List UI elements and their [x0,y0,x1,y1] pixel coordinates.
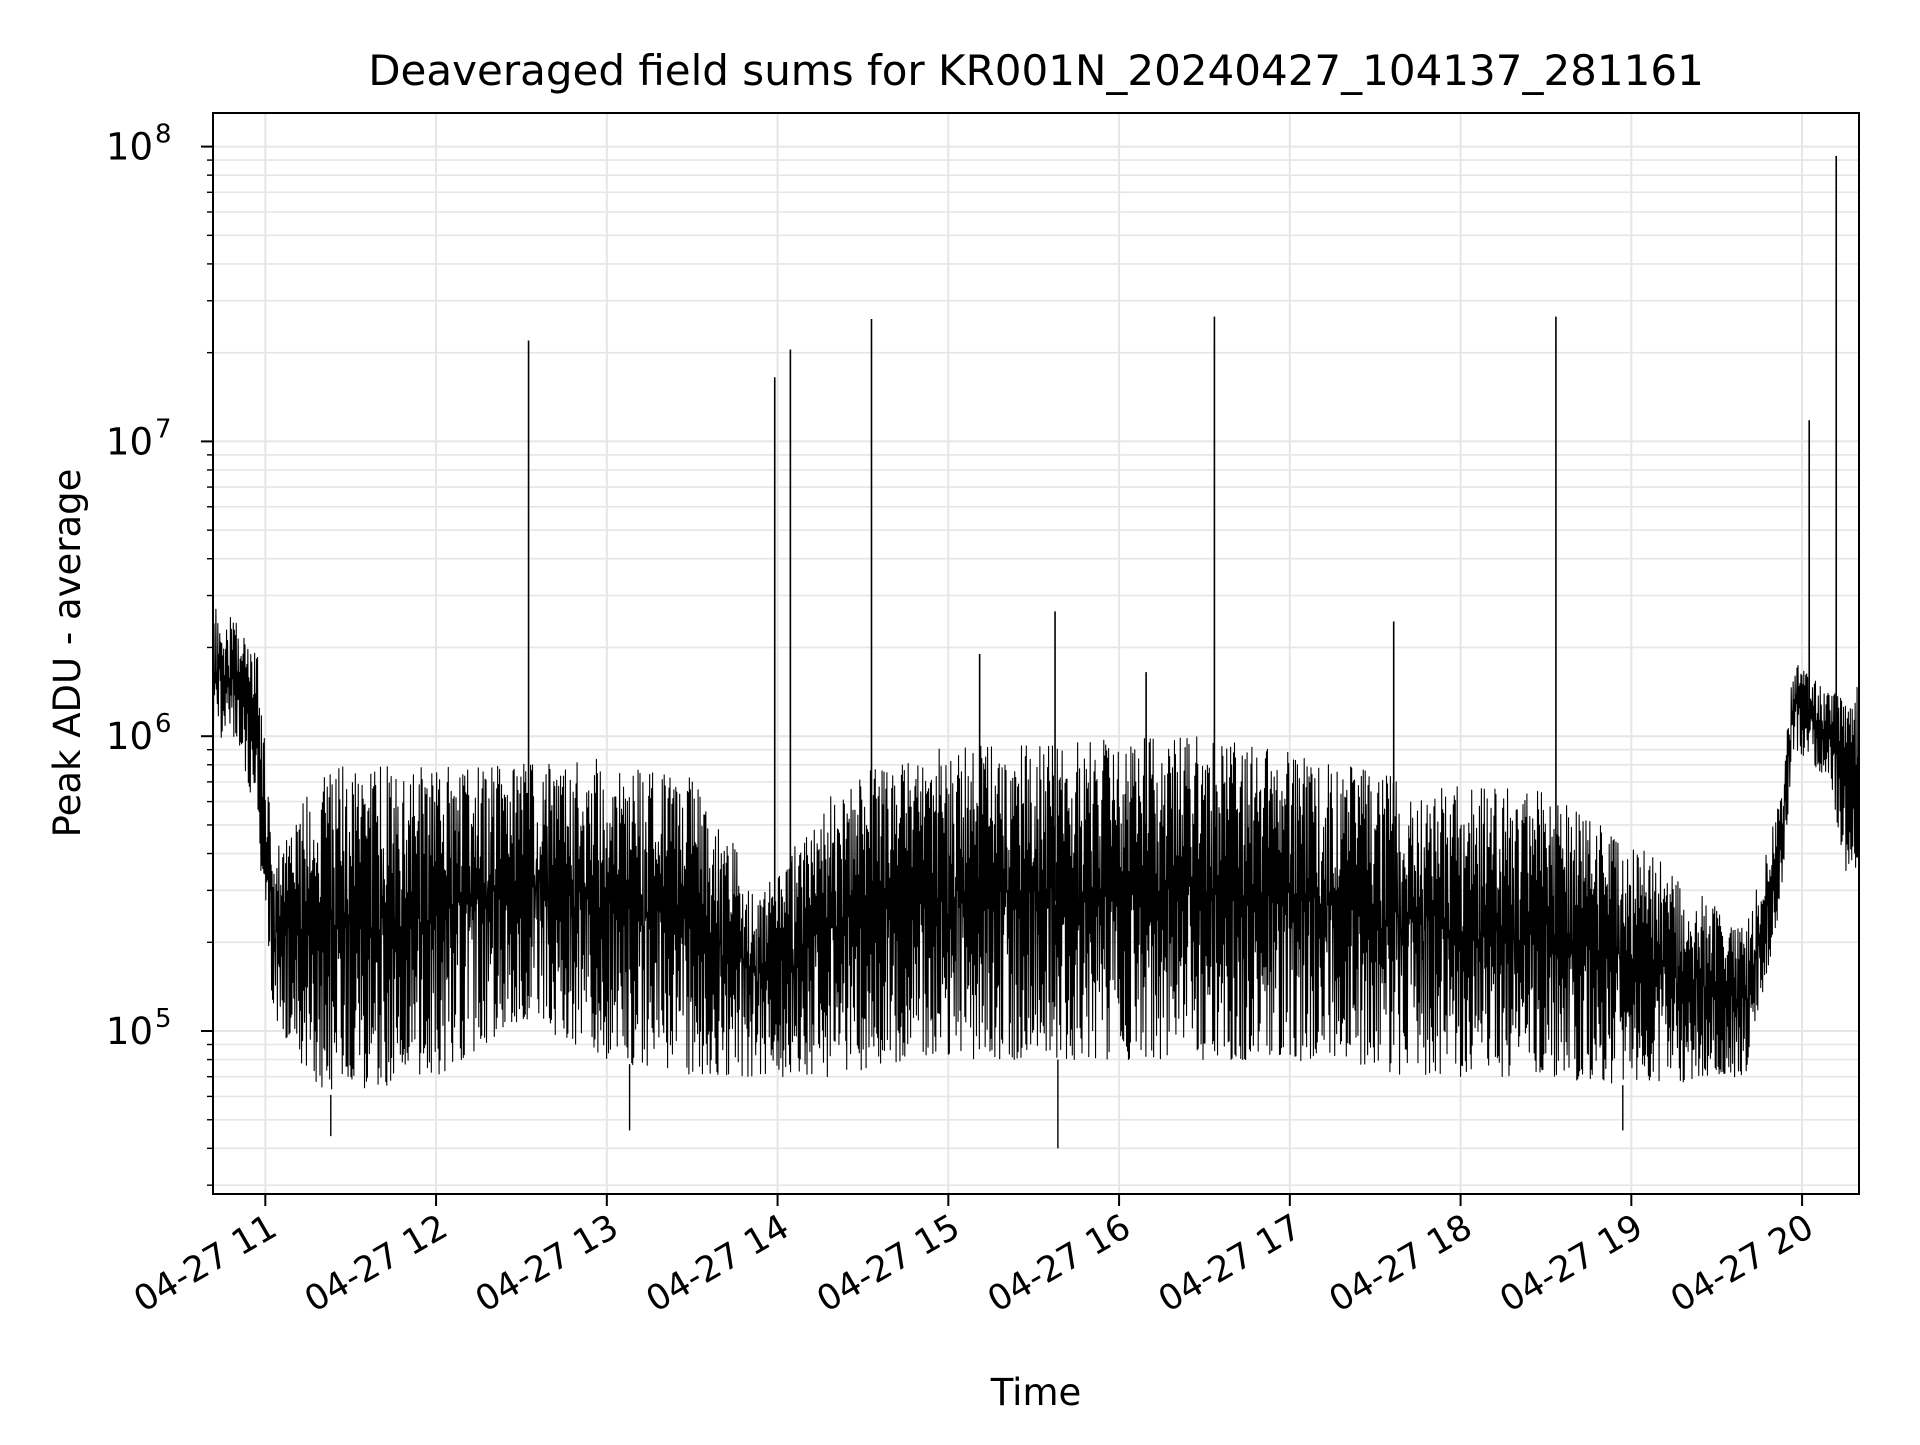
y-tick-exponent: 6 [155,709,172,739]
x-tick-label: 04-27 15 [811,1207,967,1320]
x-tick-label: 04-27 19 [1494,1207,1650,1320]
x-tick-label: 04-27 18 [1323,1207,1479,1320]
x-tick-label: 04-27 17 [1152,1207,1308,1320]
x-tick-label: 04-27 20 [1664,1207,1820,1320]
y-axis-label: Peak ADU - average [46,469,89,838]
x-axis-label: Time [990,1371,1082,1414]
y-tick-label: 10 [106,126,153,169]
x-axis: 04-27 11 04-27 12 04-27 13 04-27 14 04-27 15… [128,1194,1821,1320]
y-tick-exponent: 7 [155,414,172,444]
series-layer [212,608,1860,1090]
chart-title: Deaveraged field sums for KR001N_2024042… [368,46,1704,95]
x-tick-label: 04-27 14 [640,1207,796,1320]
x-tick-label: 04-27 13 [469,1207,625,1320]
spike-layer [330,155,1838,1149]
y-tick-exponent: 5 [155,1004,172,1034]
x-tick-label: 04-27 16 [981,1207,1137,1320]
y-tick-exponent: 8 [155,120,172,150]
y-tick-label: 10 [106,420,153,463]
x-tick-label: 04-27 12 [298,1207,454,1320]
x-tick-label: 04-27 11 [128,1207,284,1320]
series-line [212,608,1860,1090]
y-tick-label: 10 [106,715,153,758]
plot-frame [212,112,1860,1195]
y-tick-label: 10 [106,1010,153,1053]
